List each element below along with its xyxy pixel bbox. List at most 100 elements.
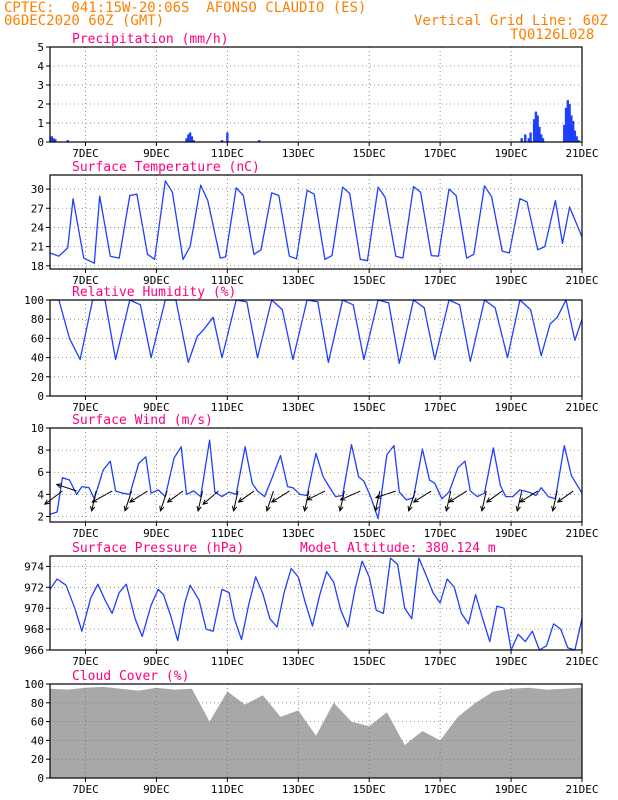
wind-arrow-head [306,495,313,501]
precip-bar [568,104,571,142]
wind-title: Surface Wind (m/s) [72,413,213,428]
precip-bar [66,140,69,142]
wind-arrow [159,490,168,511]
precip-bar [571,121,575,142]
cloud-title: Cloud Cover (%) [72,669,189,684]
wind-series-line [49,439,583,520]
pressure-xtick-label: 7DEC [72,655,99,668]
cloud-xtick-label: 15DEC [353,783,386,796]
precip-ytick-label: 5 [37,41,44,54]
rh-xtick-label: 13DEC [282,401,315,414]
precip-bar [529,132,532,142]
wind-xtick-label: 19DEC [495,527,528,540]
cloud-xtick-label: 21DEC [565,783,598,796]
wind-arrow-head [202,499,209,505]
wind-arrow-head [90,505,96,512]
wind-arrow-head [237,497,244,503]
wind-ytick-label: 2 [37,510,44,523]
precip-bar [566,100,570,142]
temp-frame [49,174,583,270]
precip-xtick-label: 15DEC [353,147,386,160]
wind-arrow [238,490,255,503]
precip-ytick-label: 0 [37,136,44,149]
precip-bar [226,132,229,142]
temp-xtick-label: 9DEC [143,274,170,287]
precip-bar [575,136,578,142]
wind-arrow-head [128,497,135,503]
precip-bar [570,115,573,142]
precip-bar [192,140,195,142]
precip-bar [188,132,192,142]
temp-ytick-label: 30 [31,183,44,196]
pressure-panel: Surface Pressure (hPa) Model Altitude: 38… [24,541,598,668]
precip-xtick-label: 7DEC [72,147,99,160]
wind-arrow [375,490,396,499]
wind-arrow [557,490,574,503]
wind-arrow [304,490,310,511]
cloud-panel: Cloud Cover (%) 0 20 40 60 80 100 7DEC 9DEC 11DEC… [24,669,598,796]
precip-bar [187,134,190,142]
header-vertical-grid-note: Vertical Grid Line: 60Z [414,13,608,29]
wind-arrow [271,490,290,503]
wind-ytick-label: 4 [37,488,44,501]
wind-arrow [202,490,219,505]
wind-arrow [197,490,203,511]
precip-bar [577,140,580,142]
pressure-annotation: Model Altitude: 380.124 m [300,541,496,556]
pressure-xtick-label: 13DEC [282,655,315,668]
wind-xtick-label: 15DEC [353,527,386,540]
cloud-frame [49,683,583,779]
wind-arrow-head [123,505,129,512]
wind-arrow [266,490,274,511]
cloud-ytick-label: 80 [31,697,44,710]
precip-xtick-label: 21DEC [565,147,598,160]
wind-arrow [129,490,148,503]
wind-arrow-head [448,497,455,503]
rh-xtick-label: 21DEC [565,401,598,414]
pressure-xtick-label: 9DEC [143,655,170,668]
precip-ytick-label: 2 [37,98,44,111]
rh-xtick-label: 15DEC [353,401,386,414]
rh-series-line [50,299,583,365]
rh-xtick-label: 7DEC [72,401,99,414]
precip-bar [520,138,523,142]
wind-arrow-head [159,505,165,512]
precip-bar [540,134,543,142]
precip-bar [532,119,536,142]
rh-frame [49,299,583,397]
pressure-xtick-label: 21DEC [565,655,598,668]
cloud-ytick-label: 60 [31,716,44,729]
rh-xtick-label: 11DEC [211,401,244,414]
pressure-xtick-label: 11DEC [211,655,244,668]
temp-ytick-label: 21 [31,241,44,254]
wind-arrow-head [407,505,413,512]
precip-bar [185,138,188,142]
cloud-xtick-label: 13DEC [282,783,315,796]
wind-arrow-head [444,505,450,512]
wind-ytick-label: 6 [37,466,44,479]
pressure-frame [49,555,583,651]
precip-bar [54,139,57,142]
rh-ytick-label: 60 [31,332,44,345]
precip-xtick-label: 11DEC [211,147,244,160]
wind-arrow [519,490,538,503]
precip-ytick-label: 1 [37,117,44,130]
pressure-ytick-label: 974 [24,560,44,573]
wind-arrow [56,483,77,492]
temp-xtick-label: 7DEC [72,274,99,287]
pressure-ytick-label: 970 [24,602,44,615]
wind-arrow-head [265,505,271,512]
temp-xtick-label: 15DEC [353,274,386,287]
wind-arrow [340,490,361,501]
cloud-xtick-label: 17DEC [424,783,457,796]
cloud-xtick-label: 11DEC [211,783,244,796]
pressure-ytick-label: 972 [24,581,44,594]
wind-arrow-head [166,497,173,503]
precip-bar [524,134,527,142]
precip-bar [258,140,261,142]
precip-xtick-label: 13DEC [282,147,315,160]
wind-xtick-label: 13DEC [282,527,315,540]
wind-xtick-label: 17DEC [424,527,457,540]
wind-arrow [552,490,558,511]
